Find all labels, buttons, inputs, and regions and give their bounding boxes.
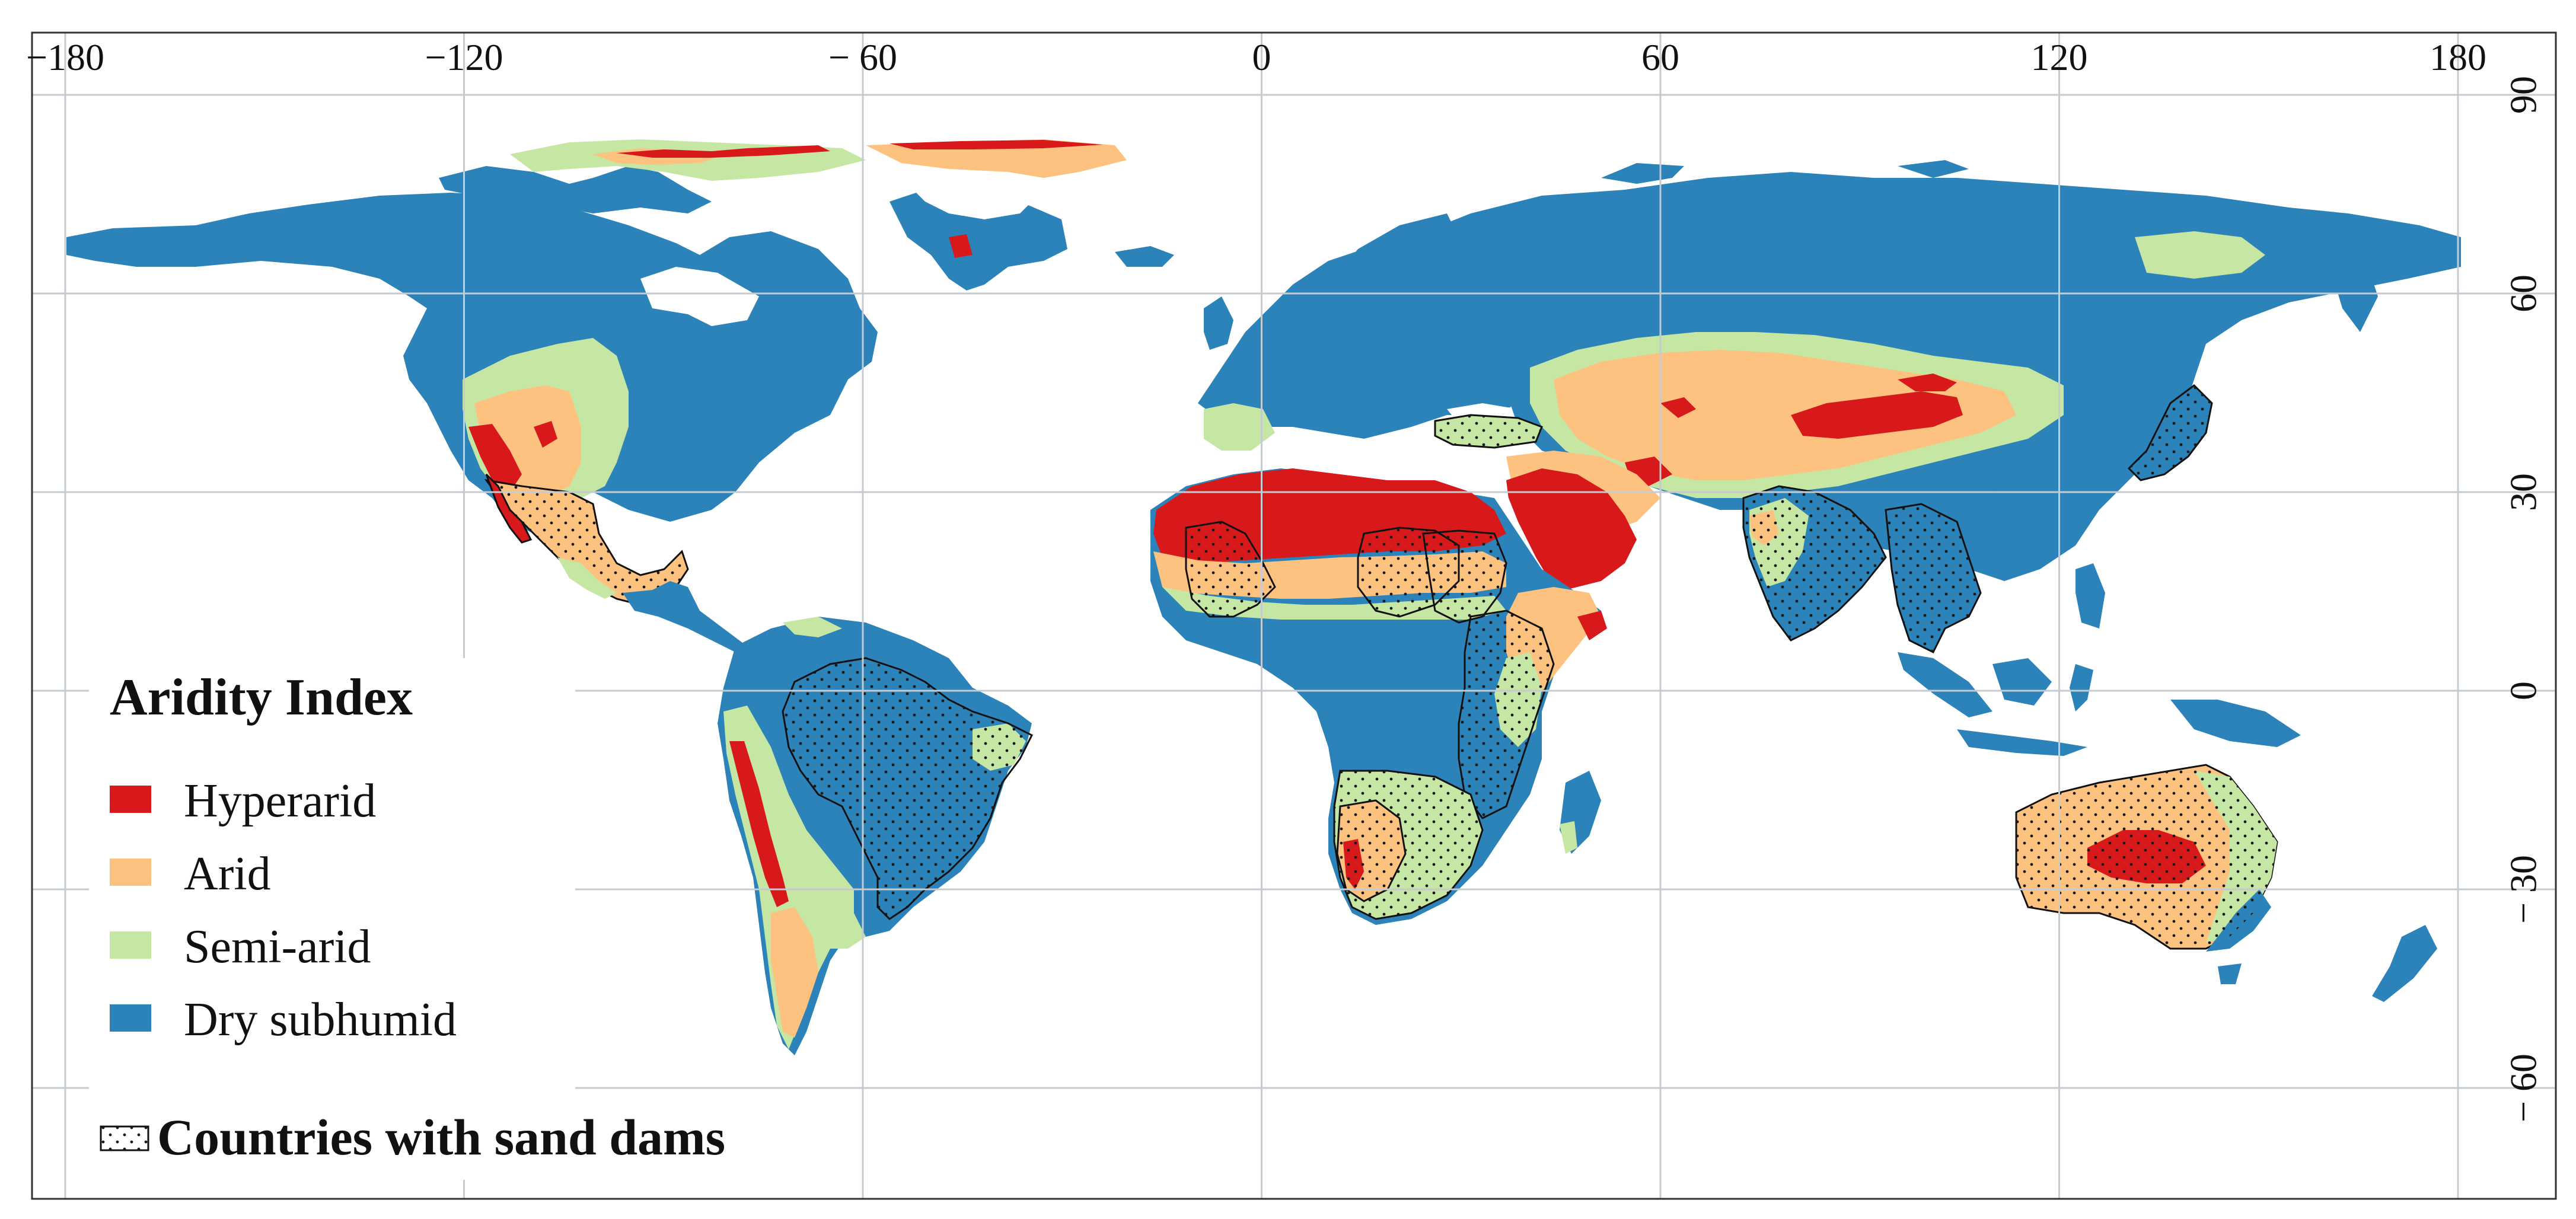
legend-label-semi-arid: Semi-arid — [184, 921, 371, 973]
mediterranean-white — [1275, 433, 1506, 486]
greenland-interior — [907, 172, 1044, 219]
arctic-islands — [439, 166, 712, 213]
severny-islands — [1898, 160, 1969, 178]
russian-arctic-islands — [1601, 163, 1684, 184]
arabia-hyperarid — [1506, 468, 1637, 593]
legend-swatch-hyperarid — [110, 786, 151, 813]
india-pattern — [1743, 486, 1886, 640]
latitude-tick-label: − 60 — [2502, 1054, 2545, 1122]
legend-pattern-label: Countries with sand dams — [157, 1109, 725, 1166]
brazil-sand-dams — [782, 657, 1034, 920]
legend-label-dry-subhumid: Dry subhumid — [184, 994, 457, 1046]
longitude-tick-label: 180 — [2430, 36, 2486, 78]
sa-venezuela-semiarid — [783, 617, 842, 637]
longitude-tick-label: 0 — [1252, 36, 1271, 78]
legend-label-hyperarid: Hyperarid — [184, 775, 376, 827]
sa-southeast-semiarid — [830, 913, 866, 949]
mongolia-semiarid — [2135, 231, 2265, 279]
mexico-pattern — [486, 480, 688, 605]
greenland-arctic-red — [890, 140, 1103, 149]
new-zealand — [2372, 925, 2437, 1002]
longitude-tick-label: 60 — [1641, 36, 1679, 78]
tasmania — [2218, 963, 2242, 984]
latitude-tick-label: 60 — [2502, 275, 2545, 312]
indonesia-3 — [1957, 729, 2087, 756]
na-hyperarid-2 — [534, 421, 557, 448]
longitude-tick-label: 120 — [2031, 36, 2088, 78]
aridity-zones-layer — [66, 139, 2461, 1055]
arctic-hyperarid — [617, 145, 830, 158]
philippines — [2076, 563, 2105, 628]
china-east — [1957, 474, 2076, 569]
turkey-pattern — [1435, 415, 1542, 448]
central-america-semiarid — [557, 557, 617, 599]
sahel-semiarid — [1162, 587, 1506, 620]
southern-africa-pattern — [1333, 770, 1484, 920]
latitude-tick-labels: 90 60 30 0 − 30 − 60 — [2502, 76, 2545, 1122]
somalia-hyperarid — [1577, 611, 1607, 640]
greenland — [890, 190, 1067, 291]
japan-pattern — [2129, 385, 2212, 480]
map-frame — [31, 31, 2557, 1200]
latitude-tick-label: 0 — [2502, 681, 2545, 700]
mali-burkina — [1185, 521, 1276, 618]
legend-title: Aridity Index — [110, 669, 413, 726]
sa-patagonia-arid — [771, 907, 818, 1038]
europe — [1198, 237, 1542, 439]
north-america-dry-subhumid — [66, 193, 878, 534]
legend-label-arid: Arid — [184, 848, 271, 900]
indonesia-2 — [1992, 658, 2052, 706]
latitude-tick-label: − 30 — [2502, 855, 2545, 924]
new-guinea — [2170, 700, 2301, 747]
legend-pattern-swatch — [100, 1125, 149, 1151]
central-america — [623, 581, 747, 652]
legend-swatch-semi-arid — [110, 931, 151, 959]
na-hyperarid — [468, 424, 522, 492]
longitude-tick-label: −120 — [425, 36, 503, 78]
longitude-tick-label: − 60 — [828, 36, 897, 78]
kamchatka — [2333, 249, 2378, 332]
madagascar-semiarid — [1560, 821, 1577, 854]
sa-atacama — [729, 741, 789, 907]
central-asia-hyperarid — [1660, 397, 1696, 418]
iberia-semiarid — [1204, 403, 1275, 451]
legend-swatch-dry-subhumid — [110, 1004, 151, 1032]
legend-swatch-arid — [110, 859, 151, 886]
sulawesi — [2070, 664, 2093, 711]
east-africa — [1458, 610, 1555, 819]
se-asia-pattern — [1886, 504, 1981, 652]
australia-pattern — [2016, 765, 2277, 949]
latitude-tick-label: 90 — [2502, 76, 2545, 114]
hudson-bay — [640, 267, 759, 326]
greenland-hyperarid — [949, 234, 973, 258]
latitude-tick-label: 30 — [2502, 473, 2545, 511]
taklamakan-hyperarid — [1791, 391, 1963, 439]
iceland — [1115, 246, 1174, 267]
legend-background — [89, 658, 575, 1180]
central-asia-arid — [1554, 350, 2016, 480]
uk — [1204, 296, 1233, 350]
indonesia-1 — [1898, 652, 1992, 717]
longitude-tick-labels: −180 −120 − 60 0 60 120 180 — [26, 36, 2486, 78]
legend: Aridity Index Hyperarid Arid Semi-arid D… — [89, 658, 725, 1180]
gobi-hyperarid — [1898, 374, 1957, 391]
longitude-tick-label: −180 — [26, 36, 104, 78]
sudan — [1422, 529, 1507, 624]
